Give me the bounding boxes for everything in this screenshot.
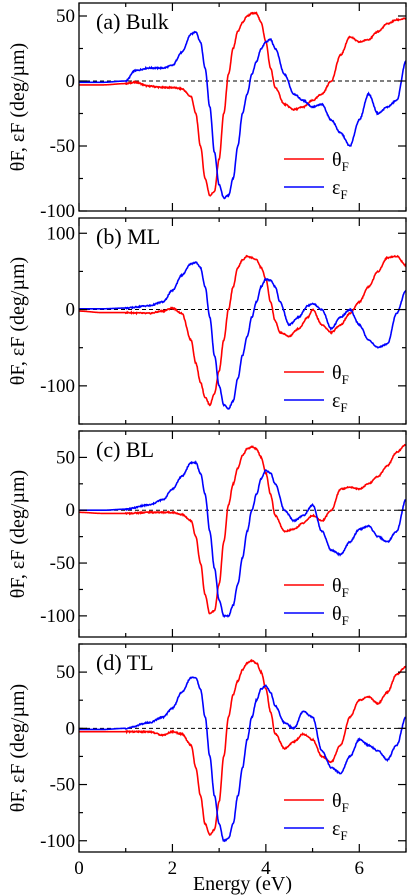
plot-frame — [78, 643, 407, 853]
legend-label-subscript: F — [340, 187, 347, 202]
legend-label-subscript: F — [342, 613, 349, 628]
legend-label: θF — [332, 362, 349, 387]
panel-2: -100 0 100 (b) ML θF, εF (deg/µm) θF εF — [7, 217, 407, 425]
y-tick-label: 0 — [66, 71, 76, 92]
legend-label: θF — [332, 575, 349, 600]
y-axis-label: θF, εF (deg/µm) — [7, 257, 29, 385]
legend-label-subscript: F — [342, 372, 349, 387]
panel-title: (d) TL — [96, 650, 154, 675]
y-tick-label: 0 — [66, 500, 76, 521]
legend-label: θF — [332, 790, 349, 815]
y-tick-label: 50 — [56, 447, 75, 468]
y-tick-label: 100 — [47, 223, 76, 244]
plot-frame — [78, 430, 407, 638]
y-tick-label: 50 — [56, 662, 75, 683]
plot-frame — [78, 2, 407, 212]
plot-frame — [78, 217, 407, 425]
series-line-1 — [79, 11, 406, 197]
legend-label-subscript: F — [342, 800, 349, 815]
panel-1: -100 -50 0 50 (a) Bulk θF, εF (deg/µm) θF εF — [7, 2, 407, 222]
x-axis-label: Energy (eV) — [193, 873, 292, 895]
y-tick-label: -50 — [50, 136, 75, 157]
series-line-2 — [79, 676, 406, 843]
legend-label: εF — [332, 818, 348, 843]
y-axis-label: θF, εF (deg/µm) — [7, 43, 29, 171]
legend-label-subscript: F — [342, 159, 349, 174]
legend-label: θF — [332, 149, 349, 174]
legend-label-subscript: F — [342, 585, 349, 600]
y-tick-label: -50 — [50, 775, 75, 796]
y-axis-label: θF, εF (deg/µm) — [7, 470, 29, 598]
series-line-2 — [79, 30, 406, 200]
x-tick-label: 4 — [261, 858, 271, 879]
legend-label-subscript: F — [340, 828, 347, 843]
series-line-1 — [79, 443, 406, 615]
y-tick-label: 0 — [66, 718, 76, 739]
panel-4: -100 -50 0 50 0 2 4 6 Energy (eV) (d) TL θF, εF (d… — [7, 643, 407, 895]
y-tick-label: 50 — [56, 6, 75, 27]
x-tick-label: 0 — [74, 858, 84, 879]
series-line-1 — [79, 658, 406, 837]
legend-label: θF — [332, 603, 349, 628]
panel-title: (c) BL — [96, 437, 154, 462]
y-tick-label: -100 — [40, 606, 75, 627]
series-line-1 — [79, 254, 406, 407]
series-line-2 — [79, 261, 406, 410]
legend-label-subscript: F — [340, 400, 347, 415]
y-tick-label: -100 — [40, 201, 75, 222]
y-tick-label: -100 — [40, 376, 75, 397]
panel-3: -100 -50 0 50 (c) BL θF, εF (deg/µm) θF θF — [7, 430, 407, 638]
panel-title: (a) Bulk — [96, 9, 169, 34]
legend-label: εF — [332, 390, 348, 415]
x-tick-label: 2 — [168, 858, 178, 879]
y-axis-label: θF, εF (deg/µm) — [7, 684, 29, 812]
panel-title: (b) ML — [96, 224, 160, 249]
y-tick-label: -100 — [40, 831, 75, 852]
series-line-2 — [79, 460, 406, 619]
y-tick-label: 0 — [66, 300, 76, 321]
y-tick-label: -50 — [50, 553, 75, 574]
legend-label: εF — [332, 177, 348, 202]
x-tick-label: 6 — [355, 858, 365, 879]
